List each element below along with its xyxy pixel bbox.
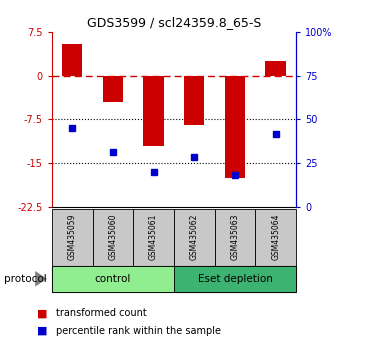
Text: percentile rank within the sample: percentile rank within the sample: [56, 326, 221, 336]
Text: protocol: protocol: [4, 274, 47, 284]
Polygon shape: [35, 271, 47, 287]
Text: GSM435063: GSM435063: [231, 214, 239, 261]
Bar: [215, 209, 255, 266]
Bar: [133, 209, 174, 266]
Bar: [266, 61, 286, 76]
Text: GSM435061: GSM435061: [149, 214, 158, 261]
Text: ■: ■: [37, 326, 47, 336]
Text: transformed count: transformed count: [56, 308, 146, 318]
Text: GSM435064: GSM435064: [271, 214, 280, 261]
Bar: [174, 209, 215, 266]
Text: GSM435059: GSM435059: [68, 214, 77, 261]
Bar: [174, 266, 296, 292]
Text: ■: ■: [37, 308, 47, 318]
Bar: [144, 76, 164, 146]
Bar: [184, 76, 204, 125]
Bar: [225, 76, 245, 178]
Text: Eset depletion: Eset depletion: [198, 274, 272, 284]
Bar: [255, 209, 296, 266]
Bar: [92, 209, 133, 266]
Text: control: control: [95, 274, 131, 284]
Text: GDS3599 / scl24359.8_65-S: GDS3599 / scl24359.8_65-S: [87, 16, 261, 29]
Bar: [62, 44, 83, 76]
Bar: [52, 266, 174, 292]
Bar: [103, 76, 123, 102]
Text: GSM435060: GSM435060: [108, 214, 117, 261]
Text: GSM435062: GSM435062: [190, 214, 199, 261]
Bar: [52, 209, 92, 266]
